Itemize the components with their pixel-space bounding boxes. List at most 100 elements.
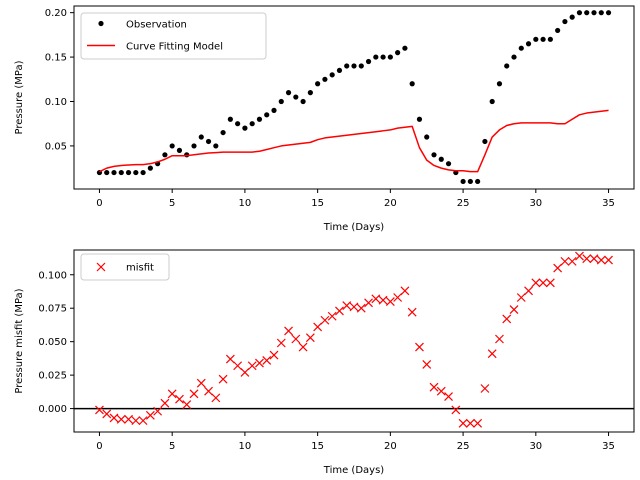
x-tick-label: 35: [602, 441, 615, 452]
x-tick-label: 25: [457, 441, 470, 452]
y-tick-label: 0.000: [38, 404, 67, 415]
misfit-point: [364, 298, 373, 308]
observation-point: [344, 63, 350, 69]
misfit-point: [451, 405, 461, 415]
observation-point: [409, 81, 415, 87]
observation-point: [373, 54, 379, 60]
misfit-point: [516, 293, 526, 302]
observation-point: [293, 94, 299, 100]
observation-point: [336, 67, 343, 74]
observation-point: [460, 178, 466, 185]
misfit-point: [204, 386, 213, 396]
observation-point: [235, 121, 241, 127]
observation-point: [496, 81, 503, 87]
observation-point: [300, 98, 306, 105]
misfit-point: [342, 301, 352, 310]
misfit-point: [167, 389, 177, 399]
misfit-point: [509, 305, 519, 314]
y-tick-label: 0.20: [45, 8, 67, 19]
misfit-point: [102, 409, 112, 419]
observation-point: [271, 107, 277, 113]
misfit-point: [436, 386, 446, 396]
misfit-point: [262, 355, 272, 365]
legend-observation-label: Observation: [126, 20, 187, 31]
x-tick-label: 30: [529, 198, 542, 209]
observation-point: [307, 90, 313, 96]
observation-point: [475, 178, 481, 185]
observation-point: [431, 152, 437, 158]
misfit-point: [429, 382, 439, 392]
observation-point: [213, 143, 219, 149]
observation-point: [322, 76, 328, 82]
misfit-point: [160, 398, 170, 408]
bottom-plot-y-axis-label: Pressure misfit (MPa): [14, 288, 25, 393]
observation-point: [315, 81, 321, 87]
top-plot-legend: Observation Curve Fitting Model: [80, 12, 267, 60]
bottom-legend-box: [80, 253, 170, 281]
misfit-point: [378, 295, 388, 305]
y-tick-label: 0.10: [45, 97, 67, 108]
observation-point: [162, 152, 168, 158]
x-tick-label: 15: [311, 441, 324, 452]
observation-point: [118, 169, 124, 176]
observation-point: [249, 121, 255, 127]
misfit-point: [560, 256, 570, 266]
misfit-point: [480, 384, 490, 393]
observation-point: [104, 169, 110, 176]
x-tick-label: 0: [96, 441, 102, 452]
bottom-plot-x-axis-label: Time (Days): [323, 465, 385, 476]
observation-point: [380, 54, 386, 60]
misfit-point: [335, 306, 344, 316]
observation-point: [540, 36, 546, 42]
misfit-point: [211, 393, 221, 403]
misfit-point: [444, 392, 453, 401]
y-tick-label: 0.050: [38, 337, 67, 348]
misfit-point: [131, 416, 141, 426]
misfit-point: [487, 349, 497, 359]
observation-point: [191, 143, 197, 149]
misfit-point: [313, 322, 323, 332]
misfit-point: [95, 405, 104, 415]
legend-misfit-label: misfit: [126, 263, 154, 274]
x-tick-label: 20: [384, 198, 397, 209]
misfit-point: [415, 342, 424, 352]
misfit-point: [356, 303, 366, 313]
observation-point: [205, 138, 212, 145]
misfit-point: [196, 378, 206, 388]
y-tick-label: 0.075: [38, 304, 67, 315]
misfit-point: [553, 263, 563, 273]
observation-point: [525, 41, 532, 47]
misfit-point: [473, 418, 483, 428]
x-tick-label: 0: [96, 198, 102, 209]
observation-point: [256, 116, 263, 122]
legend-observation-marker: [98, 20, 104, 27]
y-tick-label: 0.05: [45, 141, 67, 152]
observation-point: [424, 134, 430, 140]
x-tick-label: 25: [457, 198, 470, 209]
misfit-point: [240, 368, 250, 377]
misfit-point: [393, 293, 403, 302]
observation-point: [518, 45, 524, 51]
observation-point: [264, 112, 270, 118]
misfit-point: [175, 394, 184, 404]
misfit-point: [276, 338, 286, 348]
observation-point: [489, 98, 495, 105]
misfit-point: [545, 278, 555, 288]
observation-point: [591, 10, 597, 16]
misfit-point: [182, 400, 192, 409]
misfit-point: [305, 333, 315, 343]
misfit-point: [116, 414, 126, 424]
observation-point: [387, 54, 393, 60]
misfit-point: [298, 342, 308, 352]
observation-point: [169, 143, 175, 149]
misfit-point: [465, 418, 475, 428]
top-plot-frame: [73, 5, 635, 190]
misfit-point: [567, 256, 577, 266]
observation-point: [111, 169, 117, 176]
bottom-plot: 0 5 10 15 20 25 30 350.0000.0250.0500.0750.100 …: [14, 249, 635, 476]
misfit-point: [538, 278, 548, 288]
curve-fitting-model-line: [99, 109, 609, 173]
observation-point: [402, 45, 408, 51]
misfit-point: [502, 314, 512, 324]
